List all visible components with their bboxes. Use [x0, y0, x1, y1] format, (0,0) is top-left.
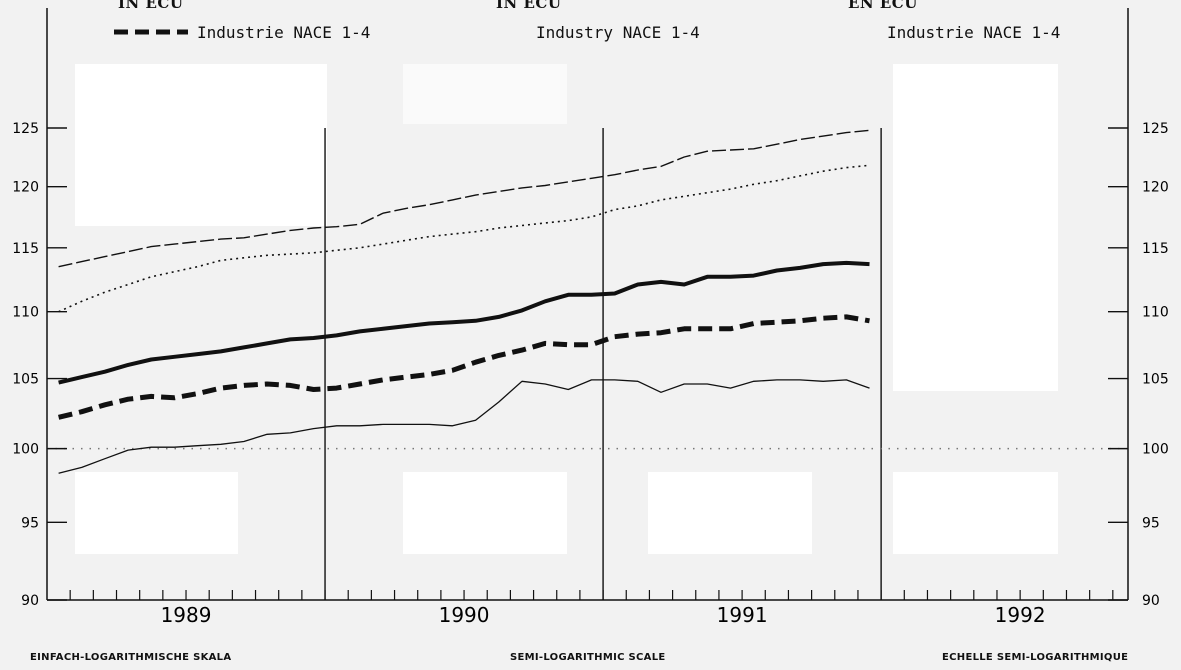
series-line-4	[58, 314, 870, 420]
y-tick-label-right-125: 125	[1142, 121, 1169, 137]
panel-backgrounds	[75, 64, 1058, 554]
y-tick-label-right-110: 110	[1142, 305, 1169, 321]
footer-scale-en: SEMI-LOGARITHMIC SCALE	[510, 652, 666, 663]
series-line-2	[58, 164, 870, 313]
y-tick-label-right-100: 100	[1142, 442, 1169, 458]
series-line-5	[58, 379, 870, 474]
year-label-1990: 1990	[439, 603, 490, 627]
y-tick-label-left-95: 95	[21, 515, 39, 531]
series-lines	[58, 129, 870, 474]
header-unit-en: IN ECU	[496, 0, 562, 12]
year-label-1992: 1992	[995, 603, 1046, 627]
legend-label-de: Industrie NACE 1-4	[197, 23, 371, 42]
footer-scale-fr: ECHELLE SEMI-LOGARITHMIQUE	[942, 652, 1129, 663]
footer-scale-de: EINFACH-LOGARITHMISCHE SKALA	[30, 652, 232, 663]
y-tick-label-left-90: 90	[21, 593, 39, 609]
axes	[46, 8, 1129, 601]
y-tick-label-right-90: 90	[1142, 593, 1160, 609]
axis-ticks: 90 90 95 95 100 100 105 105 110 110 115 115 120 120 12…	[12, 121, 1168, 627]
legend-label-fr: Industrie NACE 1-4	[887, 23, 1061, 42]
y-tick-label-left-105: 105	[12, 372, 39, 388]
y-tick-label-left-100: 100	[12, 442, 39, 458]
series-line-3	[58, 260, 870, 385]
y-tick-label-left-115: 115	[12, 241, 39, 257]
year-label-1989: 1989	[161, 603, 212, 627]
series-line-1	[58, 129, 870, 268]
y-tick-label-left-120: 120	[12, 180, 39, 196]
year-label-1991: 1991	[717, 603, 768, 627]
y-tick-label-right-115: 115	[1142, 241, 1169, 257]
y-tick-label-right-95: 95	[1142, 515, 1160, 531]
legend-label-en: Industry NACE 1-4	[536, 23, 700, 42]
legend-swatch-dashed	[114, 29, 188, 35]
header-unit-fr: EN ECU	[848, 0, 918, 12]
y-tick-label-left-125: 125	[12, 121, 39, 137]
header-unit-de: IN ECU	[118, 0, 184, 12]
y-tick-label-right-120: 120	[1142, 180, 1169, 196]
y-tick-label-left-110: 110	[12, 305, 39, 321]
y-tick-label-right-105: 105	[1142, 372, 1169, 388]
